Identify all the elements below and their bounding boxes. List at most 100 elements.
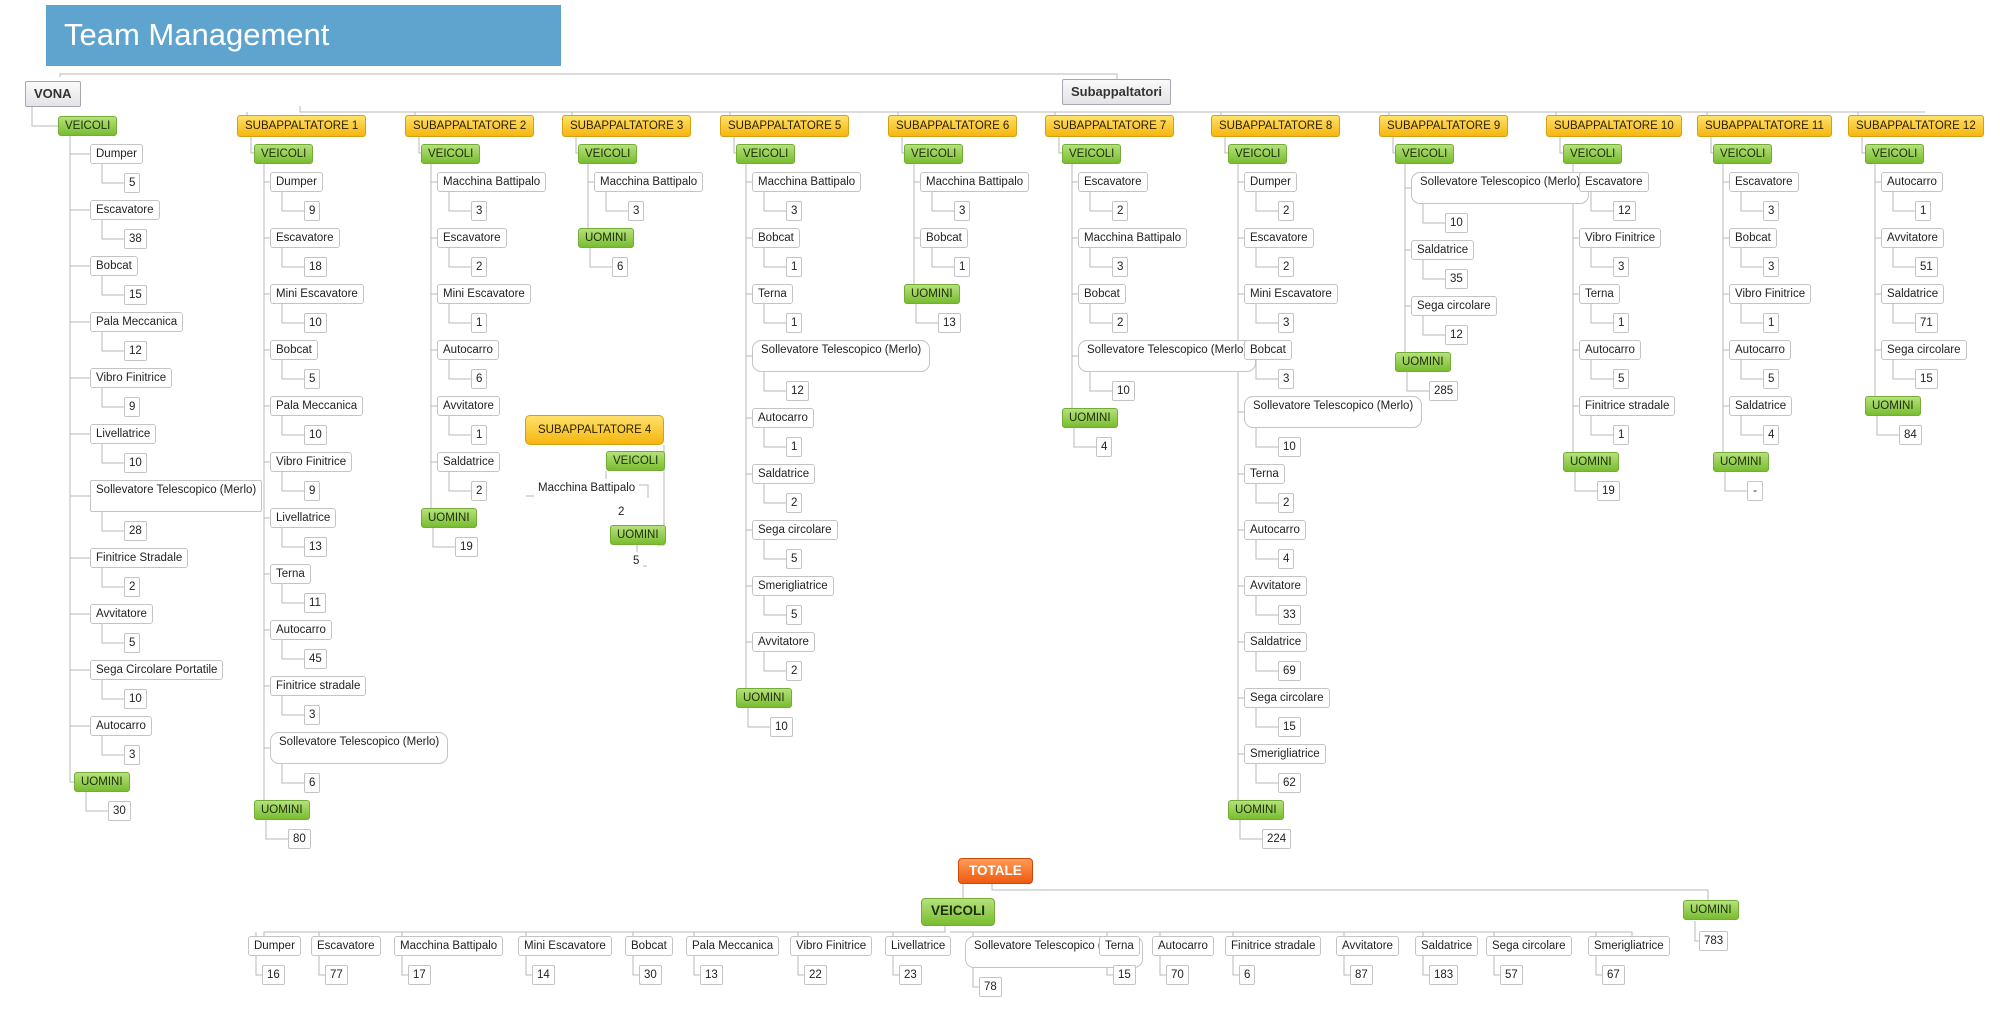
sub5-vehicle-3[interactable]: Sollevatore Telescopico (Merlo) — [752, 340, 931, 372]
sub2-vehicle-3[interactable]: Autocarro — [437, 340, 499, 360]
sub11-vehicle-0[interactable]: Escavatore — [1729, 172, 1799, 192]
totale-vehicle-15[interactable]: Smerigliatrice — [1588, 936, 1670, 956]
sub9-vehicle-1[interactable]: Saldatrice — [1411, 240, 1475, 260]
totale-vehicle-0[interactable]: Dumper — [248, 936, 301, 956]
sub1-vehicle-2[interactable]: Mini Escavatore — [270, 284, 364, 304]
vona-vehicle-7[interactable]: Finitrice Stradale — [90, 548, 189, 568]
sub2-vehicle-4[interactable]: Avvitatore — [437, 396, 500, 416]
sub10-vehicle-2[interactable]: Terna — [1579, 284, 1620, 304]
sub8-vehicle-4[interactable]: Sollevatore Telescopico (Merlo) — [1244, 396, 1423, 428]
sub5-vehicle-0[interactable]: Macchina Battipalo — [752, 172, 862, 192]
sub9-veicoli-node[interactable]: VEICOLI — [1395, 144, 1455, 164]
sub8-vehicle-5[interactable]: Terna — [1244, 464, 1285, 484]
sub11-vehicle-3[interactable]: Autocarro — [1729, 340, 1791, 360]
sub12-vehicle-0[interactable]: Autocarro — [1881, 172, 1943, 192]
totale-vehicle-1[interactable]: Escavatore — [311, 936, 381, 956]
sub10-vehicle-0[interactable]: Escavatore — [1579, 172, 1649, 192]
sub2-header[interactable]: SUBAPPALTATORE 2 — [405, 115, 535, 137]
sub1-header[interactable]: SUBAPPALTATORE 1 — [237, 115, 367, 137]
sub11-veicoli-node[interactable]: VEICOLI — [1713, 144, 1773, 164]
sub5-vehicle-4[interactable]: Autocarro — [752, 408, 814, 428]
sub1-uomini-node[interactable]: UOMINI — [254, 800, 310, 820]
vona-vehicle-5[interactable]: Livellatrice — [90, 424, 157, 444]
sub2-vehicle-1[interactable]: Escavatore — [437, 228, 507, 248]
sub7-vehicle-1[interactable]: Macchina Battipalo — [1078, 228, 1188, 248]
sub1-vehicle-9[interactable]: Finitrice stradale — [270, 676, 367, 696]
totale-uomini-node[interactable]: UOMINI — [1683, 900, 1739, 920]
totale-vehicle-12[interactable]: Avvitatore — [1336, 936, 1399, 956]
sub9-vehicle-2[interactable]: Sega circolare — [1411, 296, 1497, 316]
totale-vehicle-7[interactable]: Livellatrice — [885, 936, 952, 956]
sub9-header[interactable]: SUBAPPALTATORE 9 — [1379, 115, 1509, 137]
sub5-vehicle-5[interactable]: Saldatrice — [752, 464, 816, 484]
sub5-vehicle-2[interactable]: Terna — [752, 284, 793, 304]
vona-node[interactable]: VONA — [25, 81, 81, 107]
sub8-vehicle-7[interactable]: Avvitatore — [1244, 576, 1307, 596]
totale-vehicle-2[interactable]: Macchina Battipalo — [394, 936, 504, 956]
sub6-vehicle-1[interactable]: Bobcat — [920, 228, 968, 248]
sub8-vehicle-8[interactable]: Saldatrice — [1244, 632, 1308, 652]
vona-vehicle-8[interactable]: Avvitatore — [90, 604, 153, 624]
sub1-vehicle-3[interactable]: Bobcat — [270, 340, 318, 360]
sub1-vehicle-1[interactable]: Escavatore — [270, 228, 340, 248]
vona-veicoli-node[interactable]: VEICOLI — [58, 116, 118, 136]
sub7-vehicle-0[interactable]: Escavatore — [1078, 172, 1148, 192]
sub11-vehicle-4[interactable]: Saldatrice — [1729, 396, 1793, 416]
sub1-vehicle-0[interactable]: Dumper — [270, 172, 323, 192]
sub2-veicoli-node[interactable]: VEICOLI — [421, 144, 481, 164]
sub7-vehicle-3[interactable]: Sollevatore Telescopico (Merlo) — [1078, 340, 1257, 372]
sub1-vehicle-10[interactable]: Sollevatore Telescopico (Merlo) — [270, 732, 449, 764]
totale-vehicle-11[interactable]: Finitrice stradale — [1225, 936, 1322, 956]
sub11-vehicle-2[interactable]: Vibro Finitrice — [1729, 284, 1812, 304]
totale-veicoli-node[interactable]: VEICOLI — [921, 898, 996, 926]
vona-vehicle-6[interactable]: Sollevatore Telescopico (Merlo) — [90, 480, 263, 512]
sub6-veicoli-node[interactable]: VEICOLI — [904, 144, 964, 164]
sub2-vehicle-2[interactable]: Mini Escavatore — [437, 284, 531, 304]
sub5-veicoli-node[interactable]: VEICOLI — [736, 144, 796, 164]
sub5-vehicle-1[interactable]: Bobcat — [752, 228, 800, 248]
sub5-vehicle-7[interactable]: Smerigliatrice — [752, 576, 834, 596]
vona-vehicle-10[interactable]: Autocarro — [90, 716, 152, 736]
sub7-veicoli-node[interactable]: VEICOLI — [1062, 144, 1122, 164]
sub1-vehicle-5[interactable]: Vibro Finitrice — [270, 452, 353, 472]
totale-vehicle-13[interactable]: Saldatrice — [1415, 936, 1479, 956]
sub12-vehicle-1[interactable]: Avvitatore — [1881, 228, 1944, 248]
sub3-veicoli-node[interactable]: VEICOLI — [578, 144, 638, 164]
sub3-header[interactable]: SUBAPPALTATORE 3 — [562, 115, 692, 137]
vona-vehicle-4[interactable]: Vibro Finitrice — [90, 368, 173, 388]
sub8-vehicle-3[interactable]: Bobcat — [1244, 340, 1292, 360]
sub12-vehicle-2[interactable]: Saldatrice — [1881, 284, 1945, 304]
sub10-veicoli-node[interactable]: VEICOLI — [1563, 144, 1623, 164]
sub11-uomini-node[interactable]: UOMINI — [1713, 452, 1769, 472]
sub1-vehicle-4[interactable]: Pala Meccanica — [270, 396, 364, 416]
sub10-vehicle-4[interactable]: Finitrice stradale — [1579, 396, 1676, 416]
sub7-vehicle-2[interactable]: Bobcat — [1078, 284, 1126, 304]
sub10-vehicle-3[interactable]: Autocarro — [1579, 340, 1641, 360]
sub8-header[interactable]: SUBAPPALTATORE 8 — [1211, 115, 1341, 137]
totale-vehicle-9[interactable]: Terna — [1099, 936, 1140, 956]
sub10-vehicle-1[interactable]: Vibro Finitrice — [1579, 228, 1662, 248]
sub3-vehicle-0[interactable]: Macchina Battipalo — [594, 172, 704, 192]
totale-vehicle-14[interactable]: Sega circolare — [1486, 936, 1572, 956]
sub7-header[interactable]: SUBAPPALTATORE 7 — [1045, 115, 1175, 137]
sub1-vehicle-6[interactable]: Livellatrice — [270, 508, 337, 528]
sub8-vehicle-0[interactable]: Dumper — [1244, 172, 1297, 192]
sub10-header[interactable]: SUBAPPALTATORE 10 — [1546, 115, 1682, 137]
sub4-header[interactable]: SUBAPPALTATORE 4 — [525, 415, 665, 445]
sub3-uomini-node[interactable]: UOMINI — [578, 228, 634, 248]
sub4-veicoli-node[interactable]: VEICOLI — [606, 451, 666, 471]
totale-vehicle-5[interactable]: Pala Meccanica — [686, 936, 780, 956]
sub11-vehicle-1[interactable]: Bobcat — [1729, 228, 1777, 248]
subappaltatori-node[interactable]: Subappaltatori — [1062, 79, 1172, 105]
vona-uomini-node[interactable]: UOMINI — [74, 772, 130, 792]
totale-vehicle-6[interactable]: Vibro Finitrice — [790, 936, 873, 956]
totale-vehicle-10[interactable]: Autocarro — [1152, 936, 1214, 956]
sub1-vehicle-7[interactable]: Terna — [270, 564, 311, 584]
sub12-vehicle-3[interactable]: Sega circolare — [1881, 340, 1967, 360]
sub9-uomini-node[interactable]: UOMINI — [1395, 352, 1451, 372]
sub2-vehicle-0[interactable]: Macchina Battipalo — [437, 172, 547, 192]
sub8-uomini-node[interactable]: UOMINI — [1228, 800, 1284, 820]
sub5-vehicle-8[interactable]: Avvitatore — [752, 632, 815, 652]
sub8-vehicle-9[interactable]: Sega circolare — [1244, 688, 1330, 708]
vona-vehicle-2[interactable]: Bobcat — [90, 256, 138, 276]
